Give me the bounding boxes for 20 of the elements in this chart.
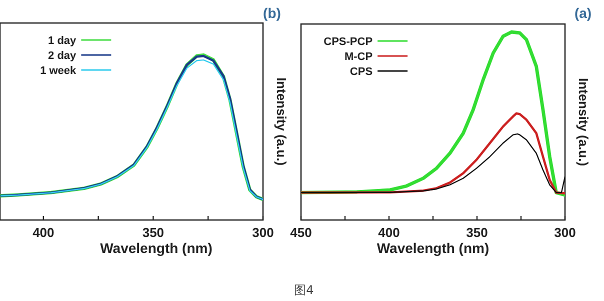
legend-label: CPS-PCP: [324, 36, 373, 48]
caption: 图4: [294, 283, 314, 297]
legend-label: M-CP: [344, 51, 373, 63]
x-tick-label: 400: [32, 225, 54, 240]
legend-label: 1 day: [48, 35, 78, 47]
x-tick-label: 450: [290, 225, 312, 240]
x-tick-label: 350: [142, 225, 164, 240]
x-tick-label: 400: [378, 225, 400, 240]
x-tick-label: 350: [466, 225, 488, 240]
x-tick-label: 300: [554, 225, 576, 240]
legend-label: 1 week: [40, 65, 78, 77]
y-axis-title: Intensity (a.u.): [274, 77, 289, 166]
legend-label: CPS: [350, 66, 373, 78]
chart-title: (a): [574, 5, 592, 21]
legend-label: 2 day: [48, 50, 78, 62]
x-tick-label: 300: [252, 225, 274, 240]
x-axis-title: Wavelength (nm): [100, 240, 212, 256]
chart-title: (b): [263, 5, 281, 21]
y-axis-title: Intensity (a.u.): [576, 78, 591, 166]
x-axis-title: Wavelength (nm): [376, 240, 490, 256]
